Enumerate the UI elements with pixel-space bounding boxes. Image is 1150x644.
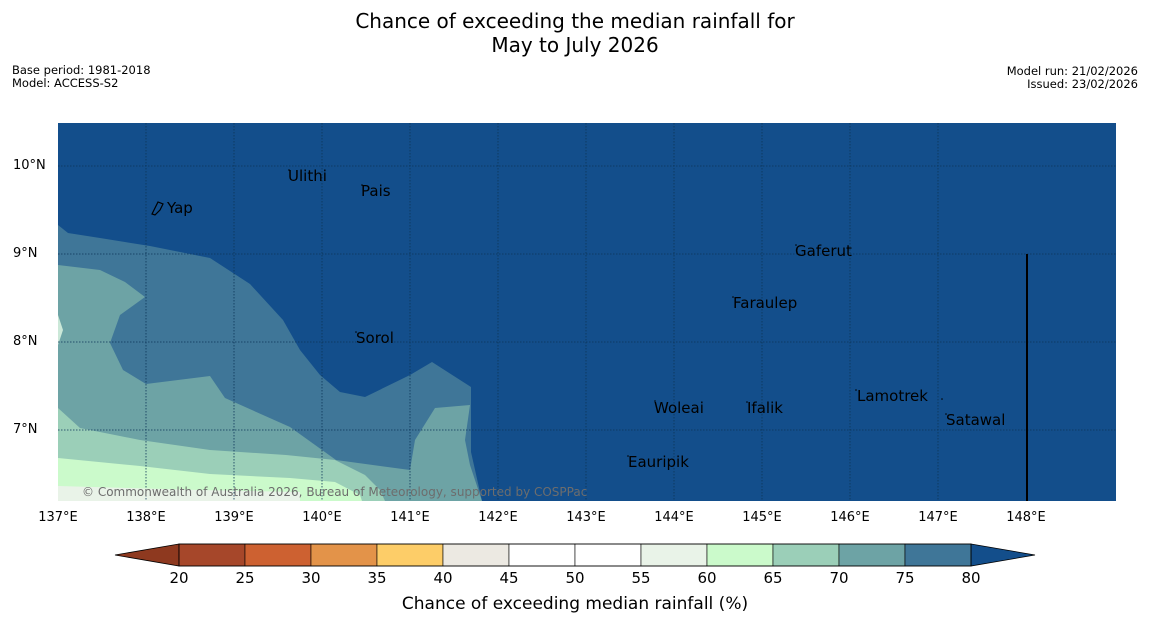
- base-period: Base period: 1981-2018: [12, 63, 151, 77]
- colorbar-segment-70-75: [838, 543, 906, 567]
- colorbar-tick-45: 45: [499, 569, 519, 587]
- place-ifalik: Ifalik: [747, 399, 783, 417]
- lon-label-143e: 143°E: [566, 510, 606, 525]
- model-name: Model: ACCESS-S2: [12, 76, 119, 90]
- title-line-1: Chance of exceeding the median rainfall …: [355, 9, 795, 33]
- colorbar-tick-35: 35: [367, 569, 387, 587]
- colorbar-tick-60: 60: [697, 569, 717, 587]
- colorbar-segment-40-45: [442, 543, 510, 567]
- title-line-2: May to July 2026: [491, 33, 659, 57]
- place-faraulep: Faraulep: [733, 294, 797, 312]
- lat-label-7n: 7°N: [13, 422, 38, 437]
- lat-label-10n: 10°N: [13, 158, 46, 173]
- lon-label-140e: 140°E: [302, 510, 342, 525]
- colorbar-tick-20: 20: [169, 569, 189, 587]
- gridlines: [58, 123, 1116, 501]
- colorbar-segment-35-40: [376, 543, 444, 567]
- place-woleai: Woleai: [654, 399, 704, 417]
- lon-label-148e: 148°E: [1006, 510, 1046, 525]
- colorbar-segment-60-65: [706, 543, 774, 567]
- lat-label-9n: 9°N: [13, 246, 38, 261]
- colorbar-above-arrow: [970, 543, 1036, 567]
- colorbar-tick-65: 65: [763, 569, 783, 587]
- colorbar-tick-70: 70: [829, 569, 849, 587]
- lon-label-139e: 139°E: [214, 510, 254, 525]
- meta-right: Model run: 21/02/2026 Issued: 23/02/2026: [1007, 65, 1138, 91]
- colorbar-below-arrow: [114, 543, 180, 567]
- colorbar-segment-20-25: [178, 543, 246, 567]
- colorbar: [114, 543, 1036, 567]
- colorbar-segment-50-55: [574, 543, 642, 567]
- colorbar-tick-55: 55: [631, 569, 651, 587]
- lon-label-147e: 147°E: [918, 510, 958, 525]
- place-gaferut: Gaferut: [795, 242, 852, 260]
- lon-label-144e: 144°E: [654, 510, 694, 525]
- yap-island-icon: [151, 201, 164, 216]
- region-70-75: [58, 265, 482, 501]
- colorbar-segment-65-70: [772, 543, 840, 567]
- colorbar-tick-50: 50: [565, 569, 585, 587]
- place-yap: Yap: [166, 199, 193, 217]
- lon-label-142e: 142°E: [478, 510, 518, 525]
- place-sorol: Sorol: [356, 329, 394, 347]
- colorbar-segment-55-60: [640, 543, 708, 567]
- lon-label-138e: 138°E: [126, 510, 166, 525]
- colorbar-tick-40: 40: [433, 569, 453, 587]
- colorbar-segment-75-80: [904, 543, 972, 567]
- colorbar-segment-30-35: [310, 543, 378, 567]
- colorbar-tick-30: 30: [301, 569, 321, 587]
- lon-label-146e: 146°E: [830, 510, 870, 525]
- place-ulithi: Ulithi: [288, 167, 327, 185]
- colorbar-outline: [178, 543, 972, 567]
- colorbar-label: Chance of exceeding median rainfall (%): [401, 594, 749, 614]
- model-run: Model run: 21/02/2026: [1006, 64, 1138, 78]
- issued-date: Issued: 23/02/2026: [1027, 77, 1138, 91]
- colorbar-tick-80: 80: [961, 569, 981, 587]
- lon-label-141e: 141°E: [390, 510, 430, 525]
- region-edge-light: [58, 315, 63, 345]
- region-55-60: [58, 486, 300, 501]
- lat-label-8n: 8°N: [13, 334, 38, 349]
- place-pais: Pais: [361, 182, 391, 200]
- meta-left: Base period: 1981-2018 Model: ACCESS-S2: [12, 64, 151, 90]
- colorbar-tick-25: 25: [235, 569, 255, 587]
- copyright-text: © Commonwealth of Australia 2026, Bureau…: [82, 485, 587, 499]
- chart-title: Chance of exceeding the median rainfall …: [0, 9, 1150, 57]
- colorbar-segment-25-30: [244, 543, 312, 567]
- colorbar-segment-45-50: [508, 543, 576, 567]
- lon-label-145e: 145°E: [742, 510, 782, 525]
- island-dots: [288, 169, 947, 457]
- place-eauripik: Eauripik: [628, 453, 689, 471]
- colorbar-tick-75: 75: [895, 569, 915, 587]
- lon-label-137e: 137°E: [38, 510, 78, 525]
- place-satawal: Satawal: [946, 411, 1005, 429]
- place-lamotrek: Lamotrek: [857, 387, 928, 405]
